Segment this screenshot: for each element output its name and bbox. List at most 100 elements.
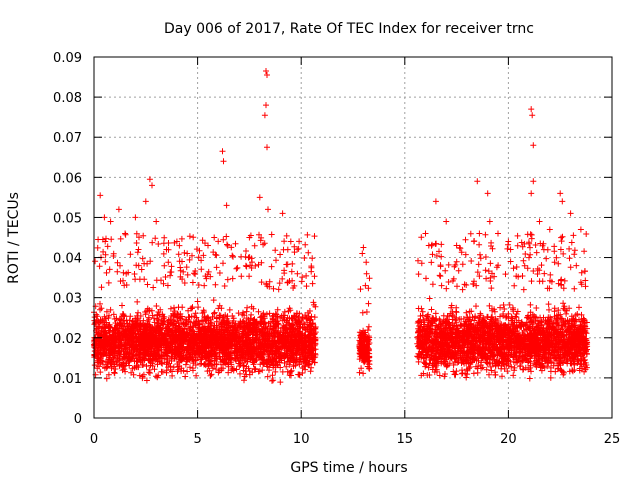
data-point: [116, 322, 122, 329]
data-point: [178, 235, 185, 242]
data-point: [162, 274, 169, 280]
data-point: [250, 361, 257, 368]
data-point: [103, 269, 110, 276]
data-point: [189, 252, 195, 259]
data-point: [489, 245, 496, 252]
chart-title: Day 006 of 2017, Rate Of TEC Index for r…: [164, 21, 534, 37]
data-point: [150, 284, 157, 291]
data-point: [438, 241, 445, 248]
data-point: [98, 305, 105, 312]
data-point: [131, 271, 138, 277]
data-point: [302, 241, 309, 248]
data-point: [269, 377, 275, 384]
data-point: [277, 251, 284, 258]
data-point: [198, 257, 205, 264]
data-point: [211, 310, 217, 317]
data-point: [224, 242, 231, 249]
data-point: [296, 238, 303, 245]
data-point: [243, 248, 249, 254]
data-point: [428, 306, 435, 313]
data-point: [365, 323, 372, 330]
data-point: [571, 247, 578, 254]
data-point: [167, 272, 174, 279]
data-point: [533, 305, 540, 311]
data-point: [583, 231, 590, 237]
data-point: [279, 275, 286, 282]
data-point: [309, 255, 316, 262]
data-point: [252, 262, 259, 269]
data-point: [502, 271, 509, 278]
data-point: [249, 369, 256, 376]
data-point: [186, 233, 193, 240]
data-point: [581, 248, 588, 255]
data-point: [140, 371, 147, 378]
data-point: [184, 368, 191, 375]
data-point: [268, 263, 275, 270]
data-point: [94, 244, 101, 251]
data-point: [139, 255, 146, 262]
data-point: [365, 300, 372, 307]
data-point: [526, 254, 532, 261]
data-point: [528, 278, 535, 285]
data-point: [105, 371, 112, 378]
data-point: [226, 306, 233, 313]
data-point: [97, 369, 104, 376]
data-point: [415, 271, 422, 278]
data-point: [221, 283, 228, 289]
data-point: [570, 232, 577, 239]
data-point: [224, 241, 230, 248]
data-point: [527, 251, 534, 258]
data-point: [108, 236, 115, 243]
data-point: [283, 261, 290, 268]
data-point: [281, 238, 288, 245]
data-point: [160, 280, 167, 287]
data-point: [181, 249, 188, 256]
data-point: [141, 276, 148, 283]
data-point: [183, 264, 190, 271]
data-point: [182, 373, 189, 380]
data-point: [103, 235, 109, 242]
data-point: [104, 243, 111, 250]
data-point: [213, 252, 220, 259]
data-point: [140, 232, 147, 239]
data-point: [165, 259, 172, 266]
data-point: [211, 309, 218, 316]
data-point: [477, 251, 483, 258]
data-point: [110, 311, 117, 318]
data-point: [359, 309, 366, 316]
data-point: [212, 281, 219, 288]
data-point: [149, 239, 156, 246]
data-point: [541, 270, 548, 277]
data-point: [147, 370, 153, 376]
data-point: [134, 249, 141, 256]
data-point: [200, 252, 207, 259]
data-point: [234, 264, 241, 271]
data-point: [106, 266, 113, 273]
data-point: [501, 306, 508, 312]
data-point: [151, 366, 158, 373]
data-point: [555, 260, 562, 267]
data-point: [215, 238, 222, 245]
data-point: [122, 231, 129, 238]
data-point: [107, 306, 114, 313]
data-point: [272, 247, 279, 254]
data-point: [126, 317, 133, 324]
data-point: [301, 255, 308, 261]
data-point: [133, 230, 140, 237]
data-point: [92, 320, 99, 327]
data-point: [206, 357, 213, 364]
data-points: [91, 68, 591, 386]
data-point: [127, 313, 134, 320]
data-point: [436, 372, 443, 379]
data-point: [273, 257, 279, 264]
data-point: [264, 373, 271, 380]
data-point: [174, 368, 181, 375]
data-point: [289, 260, 296, 267]
data-point: [473, 303, 479, 310]
data-point: [363, 309, 370, 315]
data-point: [190, 234, 197, 241]
data-point: [194, 298, 201, 305]
data-point: [520, 257, 527, 264]
data-point: [477, 255, 484, 262]
